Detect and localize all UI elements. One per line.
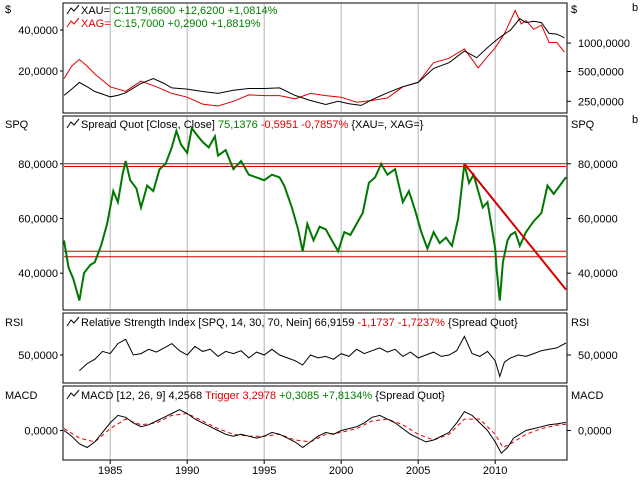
spread-right-axis-title: SPQ [571,119,595,131]
price-right-axis-title: $ [571,4,577,16]
vertical-gridlines [109,4,496,459]
xau-line [63,18,565,106]
xag-readout: C:15,7000 +0,2900 +1,8819% [114,18,261,30]
spread-line [63,125,567,301]
spread-left-tick: 60,0000 [18,214,58,226]
macd-legend-icon [66,389,80,400]
x-tick-label: 1995 [252,465,276,477]
x-tick-label: 2005 [406,465,430,477]
x-tick-label: 1990 [175,465,199,477]
rsi-left-tick: 50,0000 [18,350,58,362]
rsi-name: Relative Strength Index [SPQ, 14, 30, 70… [81,317,312,329]
rsi-left-axis-title: RSI [5,317,23,329]
macd-trigger-change: +0,3085 +7,8134% [279,390,372,402]
x-tick-label: 2010 [483,465,507,477]
rsi-panel-frame [62,312,568,384]
xau-series-name: XAU= [81,5,110,17]
xag-legend-icon [66,17,80,28]
rsi-right-axis-title: RSI [571,317,589,329]
price-left-axis-title: $ [5,4,11,16]
macd-left-tick: 0,0000 [24,426,58,438]
rsi-legend-icon [66,316,80,327]
macd-left-axis-title: MACD [5,390,37,402]
price-left-tick: 20,0000 [18,66,58,78]
macd-right-axis-title: MACD [571,390,603,402]
macd-value: 4,2568 [168,390,202,402]
spread-right-tick: 40,0000 [578,268,618,280]
x-tick-label: 2000 [329,465,353,477]
macd-name: MACD [12, 26, 9] [81,390,165,402]
xau-readout: C:1179,6600 +12,6200 +1,0814% [113,5,278,17]
spread-value: 75,1376 [218,119,258,131]
rsi-value: 66,9159 [315,317,355,329]
spread-right-tick: 80,0000 [578,159,618,171]
macd-panel-frame [62,385,568,461]
rsi-line [79,335,567,379]
price-left-tick: 40,0000 [18,25,58,37]
macd-source: {Spread Quot} [375,390,445,402]
price-right-tick: 500,0000 [578,67,624,79]
axis-ticks: 1985 1990 1995 2000 2005 2010 40,0000 20,0000 10… [18,25,630,477]
price-right-tick: 1000,0000 [578,38,630,50]
spread-left-tick: 80,0000 [18,159,58,171]
spread-header: Spread Quot [Close, Close] 75,1376 -0,59… [81,119,424,131]
spread-name: Spread Quot [Close, Close] [81,119,215,131]
spread-legend-icon [66,118,80,129]
price-right-scale-marker: b [632,2,638,14]
spread-left-axis-title: SPQ [5,119,29,131]
xag-line [63,9,565,107]
price-legend-row-xag: XAG= C:15,7000 +0,2900 +1,8819% [81,18,261,30]
spread-inputs: {XAU=, XAG=} [351,119,423,131]
price-legend-row-xau: XAU= C:1179,6600 +12,6200 +1,0814% [81,5,278,17]
rsi-header: Relative Strength Index [SPQ, 14, 30, 70… [81,317,518,329]
price-right-tick: 250,0000 [578,96,624,108]
macd-trigger-label: Trigger 3,2978 [205,390,276,402]
spread-left-tick: 40,0000 [18,268,58,280]
spread-right-tick: 60,0000 [578,214,618,226]
macd-right-tick: 0,0000 [578,426,612,438]
macd-line [63,409,567,455]
rsi-source: {Spread Quot} [448,317,518,329]
spread-change: -0,5951 -0,7857% [261,119,349,131]
x-tick-label: 1985 [98,465,122,477]
xag-series-name: XAG= [81,18,111,30]
xau-legend-icon [66,4,80,15]
spread-panel-frame [62,115,568,311]
spread-right-scale-marker: b [632,114,638,126]
macd-header: MACD [12, 26, 9] 4,2568 Trigger 3,2978 +… [81,390,445,402]
trendline [463,163,567,291]
rsi-change: -1,1737 -1,7237% [357,317,445,329]
price-panel-frame [62,2,568,114]
plot-lines [63,9,567,455]
rsi-right-tick: 50,0000 [578,350,618,362]
